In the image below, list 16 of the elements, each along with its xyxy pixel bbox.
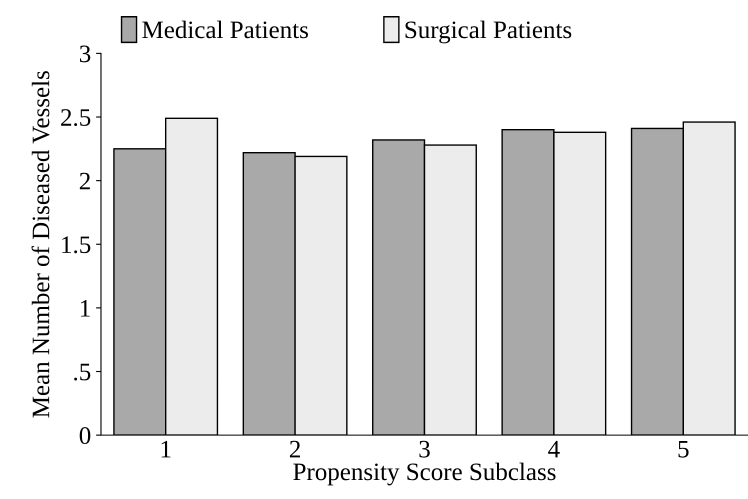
legend-label: Surgical Patients [406, 20, 572, 44]
y-tick-label: 3 [80, 46, 90, 62]
x-tick-label: 5 [678, 440, 689, 458]
y-tick-label: 2.5 [61, 109, 90, 126]
x-axis-title: Propensity Score Subclass [293, 462, 556, 486]
y-tick-label: 1 [80, 300, 90, 317]
x-tick-label: 2 [290, 440, 300, 458]
y-tick-label: 1.5 [62, 236, 90, 254]
x-tick-label: 4 [548, 440, 560, 458]
y-tick-label: 2 [80, 172, 90, 190]
y-tick-label: 0 [80, 427, 90, 444]
x-tick-label: 1 [162, 440, 170, 458]
y-tick-label: .5 [74, 364, 90, 381]
y-axis-title: Mean Number of Diseased Vessels [32, 71, 50, 418]
legend-label: Medical Patients [142, 20, 308, 38]
x-tick-label: 3 [419, 440, 430, 458]
